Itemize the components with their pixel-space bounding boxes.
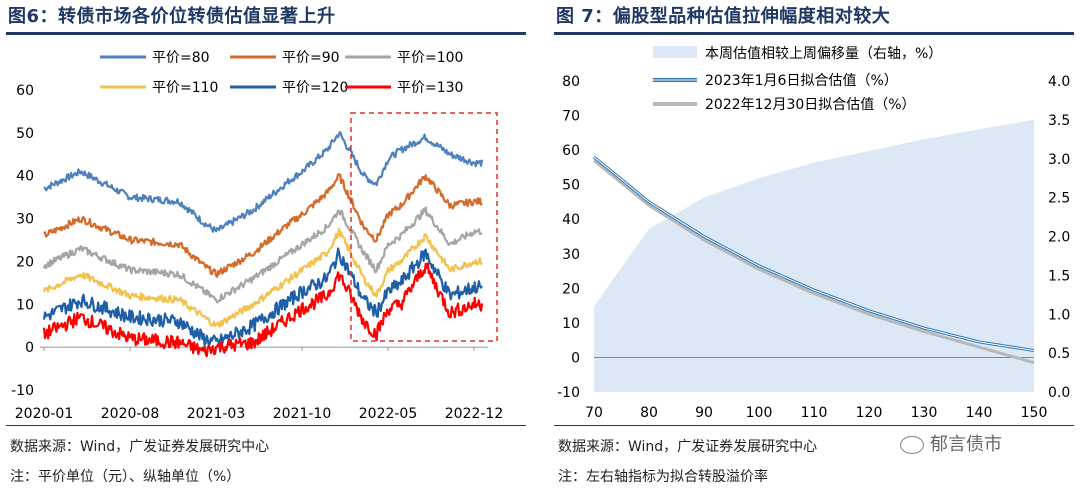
left-source-note: 数据来源：Wind，广发证券发展研究中心 [10,439,270,455]
x-tick-label: 2020-08 [101,406,160,422]
y-left-tick-label: 80 [562,74,580,90]
left-chart-panel: 图6：转债市场各价位转债估值显著上升 -10 0 10 20 30 40 50 60 2020-… [0,0,532,491]
x-tick-label: 80 [640,405,658,421]
y-tick-label: 30 [16,212,34,228]
legend-label: 平价=90 [282,50,340,66]
y-left-tick-label: 40 [562,212,580,228]
right-title-rule [554,32,1074,35]
y-left-tick-label: 0 [571,350,580,366]
left-title-rule [6,32,526,35]
y-right-tick-label: 1.5 [1048,268,1070,284]
x-tick-label: 110 [801,405,828,421]
x-tick-label: 140 [966,405,993,421]
left-unit-note: 注：平价单位（元）、纵轴单位（%） [10,469,241,485]
x-tick-label: 100 [746,405,773,421]
y-right-tick-label: 2.5 [1048,191,1070,207]
y-right-tick-label: 3.5 [1048,113,1070,129]
y-tick-label: 40 [16,169,34,185]
x-tick-label: 2022-12 [445,406,504,422]
series-line-平价=110 [42,227,483,328]
right-chart-title: 图 7：偏股型品种估值拉伸幅度相对较大 [556,6,891,27]
y-right-tick-label: 0.5 [1048,346,1070,362]
x-tick-label: 150 [1021,405,1048,421]
y-left-tick-label: 50 [562,178,580,194]
x-tick-label: 120 [856,405,883,421]
area-offset-series [594,119,1034,393]
highlight-box [350,112,498,342]
legend-label: 平价=130 [397,80,463,96]
right-chart-svg: -10 0 10 20 30 40 50 60 70 80 0.0 0.5 1.0 1.5 2.0 2.5 3.… [557,46,1070,421]
x-tick-label: 2022-05 [359,406,418,422]
legend-label: 平价=100 [397,50,463,66]
right-footer-rule [554,425,1074,426]
left-chart-svg: -10 0 10 20 30 40 50 60 2020-01 2020-08 2021-03 202… [11,50,504,422]
left-chart-title: 图6：转债市场各价位转债估值显著上升 [8,6,336,27]
legend-label: 2023年1月6日拟合估值（%） [705,73,898,89]
y-right-tick-label: 3.0 [1048,152,1070,168]
y-left-tick-label: 20 [562,281,580,297]
y-tick-label: -10 [11,383,34,399]
series-line-2022-12-30 [593,159,1035,365]
y-tick-label: 20 [16,254,34,270]
x-tick-label: 2021-10 [273,406,332,422]
legend-swatch-area [653,46,697,58]
series-line-平价=100 [42,206,483,304]
watermark: 郁言债市 [900,430,1002,456]
x-tick-label: 130 [911,405,938,421]
legend-label: 平价=120 [282,80,348,96]
x-tick-label: 2021-03 [187,406,246,422]
series-line-平价=90 [43,173,483,278]
y-tick-label: 0 [25,340,34,356]
y-left-tick-label: 70 [562,109,580,125]
series-line-平价=120 [42,247,483,347]
y-left-tick-label: 60 [562,143,580,159]
y-right-tick-label: 4.0 [1048,74,1070,90]
legend-label: 2022年12月30日拟合估值（%） [705,97,916,113]
series-line-平价=130 [42,262,484,358]
y-left-tick-label: -10 [557,385,580,401]
x-tick-label: 90 [695,405,713,421]
y-tick-label: 50 [16,126,34,142]
legend-label: 平价=80 [152,50,210,66]
y-tick-label: 10 [16,297,34,313]
x-tick-label: 2020-01 [15,406,74,422]
y-right-tick-label: 2.0 [1048,230,1070,246]
y-left-tick-label: 10 [562,316,580,332]
y-right-tick-label: 1.0 [1048,307,1070,323]
legend-label: 本周估值相较上周偏移量（右轴，%） [705,46,942,62]
wechat-icon [900,436,924,454]
y-left-tick-label: 30 [562,247,580,263]
right-source-note: 数据来源：Wind，广发证券发展研究中心 [558,439,818,455]
y-tick-label: 60 [16,83,34,99]
right-axis-note: 注：左右轴指标为拟合转股溢价率 [558,469,768,485]
right-chart-panel: 图 7：偏股型品种估值拉伸幅度相对较大 -10 0 10 20 30 40 50 60 70 80… [548,0,1080,491]
x-tick-label: 70 [585,405,603,421]
watermark-text: 郁言债市 [930,434,1002,455]
y-right-tick-label: 0.0 [1048,385,1070,401]
series-line-2023-01-06-highlight [593,156,1035,351]
left-footer-rule [6,425,526,426]
legend-label: 平价=110 [152,80,218,96]
series-line-平价=80 [43,131,484,233]
